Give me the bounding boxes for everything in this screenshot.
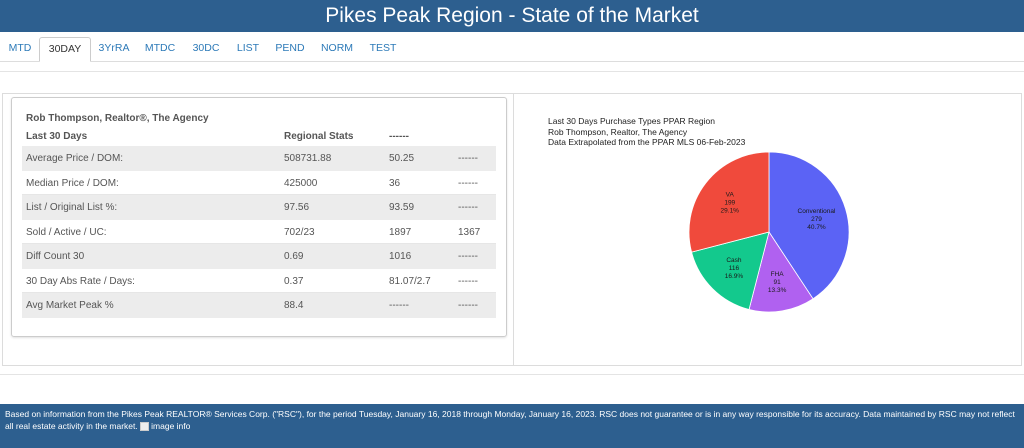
chart-source-line: Data Extrapolated from the PPAR MLS 06-F…	[548, 137, 746, 147]
tab-mtdc[interactable]: MTDC	[144, 42, 176, 54]
row-value: ------	[458, 300, 478, 311]
stats-agent-row: Rob Thompson, Realtor®, The Agency	[22, 110, 496, 128]
tab-bar: MTD 30DAY 3YrRA MTDC 30DC LIST PEND NORM…	[0, 33, 1024, 62]
pie-label-cash: 116	[729, 265, 740, 272]
tab-pend[interactable]: PEND	[275, 42, 305, 54]
tab-test[interactable]: TEST	[369, 42, 397, 54]
pie-label-cash: Cash	[726, 257, 742, 264]
pie-slice-cash[interactable]	[691, 231, 770, 310]
chart-title: Last 30 Days Purchase Types PPAR Region …	[548, 116, 745, 148]
row-value: 1897	[389, 226, 412, 238]
pie-label-fha: FHA	[771, 271, 785, 278]
agent-name: Rob Thompson, Realtor®, The Agency	[26, 113, 209, 124]
pie-label-conventional: Conventional	[798, 208, 836, 215]
pie-label-conventional: 279	[811, 216, 822, 223]
column-header-other: ------	[389, 131, 409, 142]
row-value: 81.07/2.7	[389, 275, 431, 287]
pie-label-va: VA	[726, 192, 735, 199]
tab-norm[interactable]: NORM	[320, 42, 354, 54]
row-value: 0.69	[284, 251, 304, 262]
pie-label-fha: 91	[774, 279, 782, 286]
broken-image-icon	[140, 422, 150, 432]
row-value: ------	[389, 300, 409, 311]
section-divider	[0, 71, 1024, 72]
table-row: Sold / Active / UC: 702/23 1897 1367	[22, 220, 496, 244]
period-label: Last 30 Days	[26, 131, 88, 142]
row-value: 1367	[458, 226, 481, 238]
row-label: Sold / Active / UC:	[26, 226, 107, 238]
row-label: Average Price / DOM:	[26, 153, 124, 164]
image-info-alt: image info	[151, 421, 191, 431]
tab-30day[interactable]: 30DAY	[39, 37, 91, 62]
stats-card: Rob Thompson, Realtor®, The Agency Last …	[11, 97, 507, 337]
row-value: ------	[458, 275, 478, 287]
stats-table: Rob Thompson, Realtor®, The Agency Last …	[22, 110, 496, 318]
pie-label-va: 199	[724, 200, 735, 207]
table-row: Avg Market Peak % 88.4 ------ ------	[22, 293, 496, 318]
pie-slice-fha[interactable]	[748, 231, 814, 313]
row-label: Avg Market Peak %	[26, 300, 114, 311]
row-value: ------	[458, 202, 478, 213]
pie-label-cash: 16.9%	[725, 273, 744, 280]
row-value: ------	[458, 251, 478, 262]
row-value: 508731.88	[284, 153, 332, 164]
row-value: 36	[389, 177, 401, 189]
table-row: Median Price / DOM: 425000 36 ------	[22, 171, 496, 195]
chart-subtitle-line: Rob Thompson, Realtor, The Agency	[548, 126, 688, 137]
row-value: 50.25	[389, 153, 415, 164]
row-value: 425000	[284, 177, 318, 189]
row-label: List / Original List %:	[26, 202, 118, 213]
pie-label-fha: 13.3%	[768, 287, 787, 294]
row-label: Median Price / DOM:	[26, 177, 119, 189]
pie-slice-va[interactable]	[688, 151, 770, 253]
market-panel: Rob Thompson, Realtor®, The Agency Last …	[2, 93, 1022, 366]
row-value: 1016	[389, 251, 412, 262]
panel-divider	[513, 94, 514, 365]
tab-list[interactable]: LIST	[236, 42, 260, 54]
row-value: 702/23	[284, 226, 315, 238]
section-divider	[0, 374, 1024, 375]
table-row: 30 Day Abs Rate / Days: 0.37 81.07/2.7 -…	[22, 269, 496, 293]
row-value: ------	[458, 153, 478, 164]
row-label: 30 Day Abs Rate / Days:	[26, 275, 135, 287]
table-row: List / Original List %: 97.56 93.59 ----…	[22, 195, 496, 220]
chart-title-line: Last 30 Days Purchase Types PPAR Region	[548, 116, 715, 126]
page-header: Pikes Peak Region - State of the Market	[0, 0, 1024, 32]
page-title: Pikes Peak Region - State of the Market	[325, 4, 699, 27]
stats-header-row: Last 30 Days Regional Stats ------	[22, 128, 496, 146]
row-value: 97.56	[284, 202, 310, 213]
table-row: Average Price / DOM: 508731.88 50.25 ---…	[22, 146, 496, 171]
table-row: Diff Count 30 0.69 1016 ------	[22, 244, 496, 269]
tab-mtd[interactable]: MTD	[8, 42, 32, 54]
pie-label-va: 29.1%	[721, 208, 740, 215]
column-header-regional: Regional Stats	[284, 131, 354, 142]
tab-30dc[interactable]: 30DC	[192, 42, 220, 54]
pie-label-conventional: 40.7%	[807, 224, 826, 231]
row-value: 0.37	[284, 275, 304, 287]
chart-area: Last 30 Days Purchase Types PPAR Region …	[514, 94, 1021, 365]
row-label: Diff Count 30	[26, 251, 85, 262]
row-value: 93.59	[389, 202, 415, 213]
row-value: ------	[458, 177, 478, 189]
tab-3yrra[interactable]: 3YrRA	[98, 42, 130, 54]
row-value: 88.4	[284, 300, 304, 311]
disclaimer-text: Based on information from the Pikes Peak…	[5, 409, 1015, 431]
disclaimer-footer: Based on information from the Pikes Peak…	[0, 404, 1024, 448]
